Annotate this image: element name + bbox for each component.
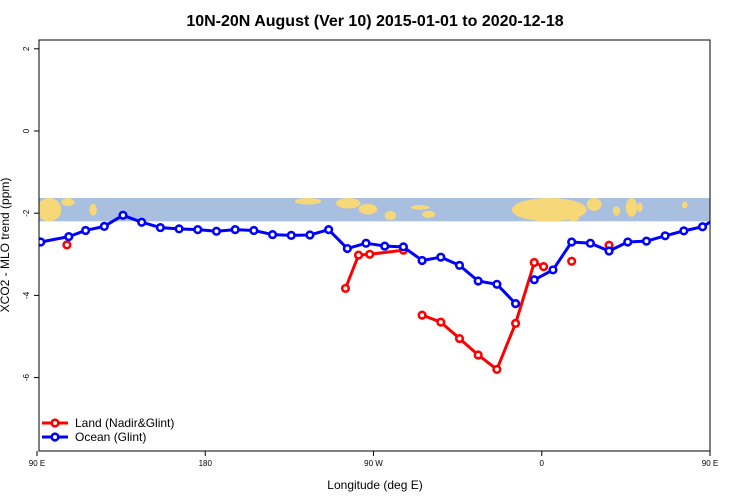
- data-point: [340, 283, 351, 294]
- data-point: [193, 225, 203, 235]
- data-point: [529, 275, 539, 285]
- data-point: [436, 317, 446, 327]
- x-tick-label: 90 E: [29, 459, 45, 468]
- series-line: [533, 220, 710, 282]
- data-point: [361, 238, 371, 248]
- data-point: [324, 225, 334, 235]
- data-point: [436, 252, 446, 262]
- land-mass: [567, 213, 580, 222]
- data-point: [353, 250, 364, 260]
- land-mass: [294, 197, 322, 205]
- data-point: [585, 238, 595, 248]
- land-mass: [336, 197, 361, 209]
- data-point: [174, 224, 184, 234]
- land-mass: [637, 202, 643, 213]
- series-line: [421, 261, 545, 371]
- land-mass: [384, 210, 396, 221]
- data-point: [342, 243, 352, 254]
- land-mass: [410, 205, 430, 210]
- data-point: [211, 226, 222, 236]
- data-point: [137, 217, 147, 227]
- series-layer: [39, 210, 744, 374]
- data-point: [454, 333, 465, 344]
- y-axis: 2 0 -2 -4 -6: [22, 46, 39, 381]
- y-tick-label: -4: [22, 291, 31, 299]
- y-tick-label: -2: [22, 209, 31, 217]
- data-point: [679, 226, 689, 236]
- y-tick-label: -6: [22, 373, 31, 381]
- data-point: [604, 246, 614, 256]
- legend-label: Land (Nadir&Glint): [75, 416, 174, 430]
- series-1: [39, 210, 744, 309]
- data-point: [454, 260, 465, 270]
- data-point: [155, 222, 165, 233]
- data-point: [660, 231, 670, 241]
- data-point: [473, 350, 483, 360]
- legend-swatch-marker: [50, 418, 60, 428]
- x-tick-label: 90 E: [702, 459, 718, 468]
- y-tick-label: 0: [22, 128, 31, 133]
- data-point: [737, 218, 744, 225]
- data-point: [417, 255, 427, 266]
- data-point: [64, 232, 74, 242]
- data-point: [118, 210, 128, 220]
- land-mass: [625, 197, 638, 217]
- data-point: [510, 318, 521, 328]
- land-mass: [586, 197, 602, 211]
- chart-title: 10N-20N August (Ver 10) 2015-01-01 to 20…: [186, 13, 563, 30]
- data-point: [492, 279, 502, 289]
- world-map-strip: [39, 197, 710, 222]
- legend-swatch-marker: [50, 432, 60, 442]
- series-0: [62, 240, 614, 374]
- data-point: [267, 229, 278, 240]
- x-tick-label: 0: [540, 459, 545, 468]
- y-axis-label: XCO2 - MLO trend (ppm): [0, 178, 12, 313]
- data-point: [380, 241, 390, 251]
- data-point: [567, 256, 577, 266]
- data-point: [81, 225, 91, 236]
- series-line: [344, 248, 404, 289]
- data-point: [492, 364, 502, 374]
- data-point: [39, 237, 46, 247]
- data-point: [641, 236, 652, 246]
- legend-label: Ocean (Glint): [75, 430, 146, 444]
- data-point: [62, 240, 72, 250]
- data-point: [417, 310, 427, 320]
- data-point: [305, 230, 315, 240]
- data-point: [365, 249, 375, 259]
- land-mass: [681, 201, 688, 209]
- data-point: [567, 237, 577, 247]
- y-tick-label: 2: [22, 46, 31, 51]
- x-tick-label: 180: [199, 459, 213, 468]
- legend: Land (Nadir&Glint)Ocean (Glint): [42, 416, 174, 444]
- land-mass: [39, 197, 62, 222]
- x-tick-label: 90 W: [364, 459, 383, 468]
- data-point: [286, 230, 296, 240]
- data-point: [230, 225, 240, 235]
- data-point: [539, 262, 549, 272]
- data-point: [510, 299, 521, 309]
- plot-frame: [38, 39, 711, 452]
- data-point: [249, 225, 259, 236]
- data-point: [99, 221, 109, 231]
- data-point: [697, 222, 708, 232]
- data-point: [623, 237, 633, 247]
- data-point: [529, 257, 539, 268]
- data-point: [548, 265, 558, 275]
- land-mass: [358, 203, 378, 215]
- land-mass: [422, 210, 436, 218]
- data-point: [473, 276, 483, 286]
- land-mass: [61, 197, 75, 207]
- land-mass: [89, 203, 97, 216]
- data-point: [398, 242, 409, 252]
- data-point: [718, 212, 725, 219]
- land-mass: [612, 206, 621, 216]
- land-mass: [511, 197, 587, 222]
- map-land: [39, 197, 688, 222]
- x-axis-label: Longitude (deg E): [327, 478, 422, 492]
